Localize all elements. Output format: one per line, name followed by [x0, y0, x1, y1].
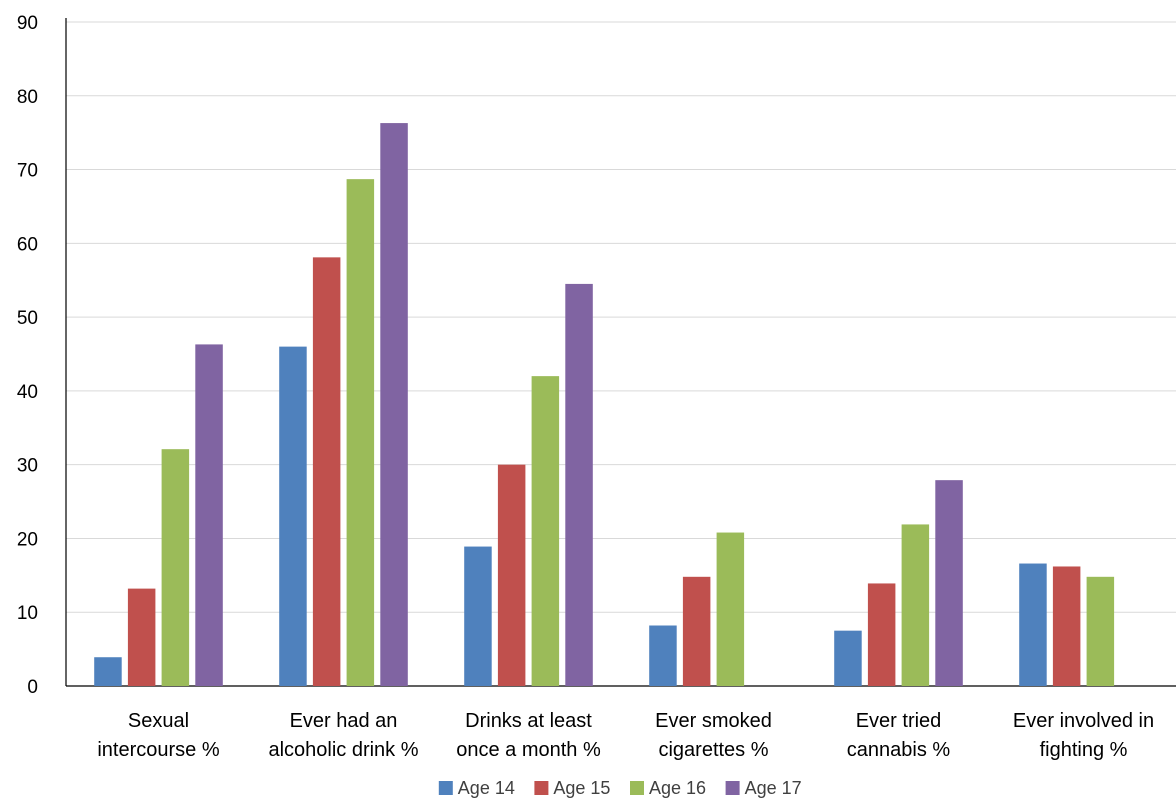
y-tick-label: 60	[17, 234, 38, 255]
legend-label: Age 17	[745, 778, 802, 798]
bar	[464, 546, 492, 686]
y-tick-label: 0	[27, 677, 38, 698]
bar	[531, 376, 560, 686]
x-category-label: fighting %	[1040, 739, 1128, 761]
y-tick-label: 80	[17, 87, 38, 108]
x-category-label: Drinks at least	[465, 710, 592, 732]
bar	[380, 123, 408, 686]
legend-swatch	[534, 781, 549, 795]
y-tick-label: 20	[17, 529, 38, 550]
legend-swatch	[630, 781, 644, 795]
x-category-label: Ever had an	[290, 710, 398, 732]
y-tick-label: 30	[17, 456, 38, 477]
bar	[901, 524, 930, 686]
bar	[867, 583, 896, 686]
bar	[682, 576, 711, 686]
y-tick-label: 40	[17, 382, 38, 403]
x-category-label: Ever tried	[856, 710, 942, 732]
bar	[565, 283, 593, 686]
x-category-label: Ever involved in	[1013, 710, 1154, 732]
legend-swatch	[438, 781, 453, 795]
x-category-label: Ever smoked	[655, 710, 772, 732]
bar	[649, 625, 677, 686]
x-category-label: once a month %	[456, 739, 601, 761]
x-category-label: Sexual	[128, 710, 189, 732]
bar	[834, 630, 862, 686]
legend-label: Age 16	[649, 778, 706, 798]
bar	[279, 346, 307, 686]
legend-label: Age 15	[553, 778, 610, 798]
y-tick-label: 90	[17, 13, 38, 34]
x-category-label: intercourse %	[97, 739, 219, 761]
bar	[716, 532, 745, 686]
bar	[195, 344, 223, 686]
bar	[935, 480, 963, 686]
y-tick-label: 50	[17, 308, 38, 329]
y-tick-label: 10	[17, 603, 38, 624]
bar	[1052, 566, 1081, 686]
bar	[312, 257, 341, 686]
x-category-label: cannabis %	[847, 739, 951, 761]
bar	[497, 464, 526, 686]
bar	[346, 179, 375, 686]
x-category-label: alcoholic drink %	[268, 739, 418, 761]
legend-swatch	[725, 781, 740, 795]
bar	[127, 588, 156, 686]
legend-label: Age 14	[458, 778, 515, 798]
bar	[161, 449, 190, 686]
y-tick-label: 70	[17, 161, 38, 182]
bar	[1086, 576, 1115, 686]
bar	[94, 657, 122, 686]
bar	[1019, 563, 1047, 686]
x-category-label: cigarettes %	[658, 739, 768, 761]
